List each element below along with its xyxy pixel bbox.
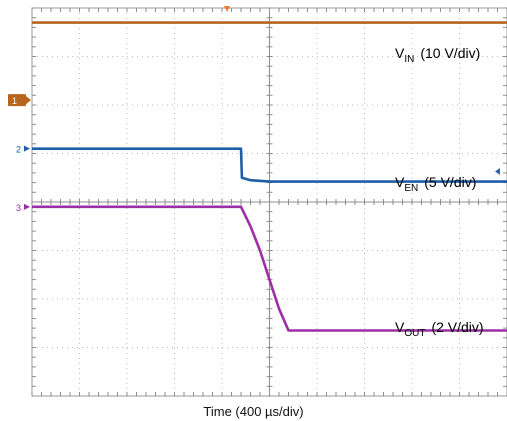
label-ven: VEN (5 V/div) [395, 174, 476, 194]
trace-v-out [32, 205, 507, 332]
ven-ref-arrow-icon [495, 168, 500, 175]
svg-text:VIN(10 V/div): VIN (10 V/div) [395, 45, 480, 65]
channel-marker-3: 3 [16, 203, 30, 213]
trigger-marker [224, 6, 230, 12]
label-vin: VIN (10 V/div) [395, 45, 480, 65]
channel-number: 3 [16, 203, 21, 213]
channel-marker-1: 1 [8, 94, 31, 107]
label-vout: VOUT (2 V/div) [395, 319, 484, 339]
svg-text:VEN(5 V/div): VEN (5 V/div) [395, 174, 476, 194]
channel-number: 2 [16, 145, 21, 155]
channel-number: 1 [12, 96, 17, 106]
traces [32, 21, 507, 332]
x-axis-label: Time (400 µs/div) [203, 404, 304, 419]
channel-markers: 1 2 3 [8, 94, 500, 213]
svg-text:VOUT(2 V/div): VOUT (2 V/div) [395, 319, 484, 339]
channel-marker-2: 2 [16, 145, 30, 155]
graticule [31, 7, 507, 397]
trace-v-en [32, 147, 507, 183]
